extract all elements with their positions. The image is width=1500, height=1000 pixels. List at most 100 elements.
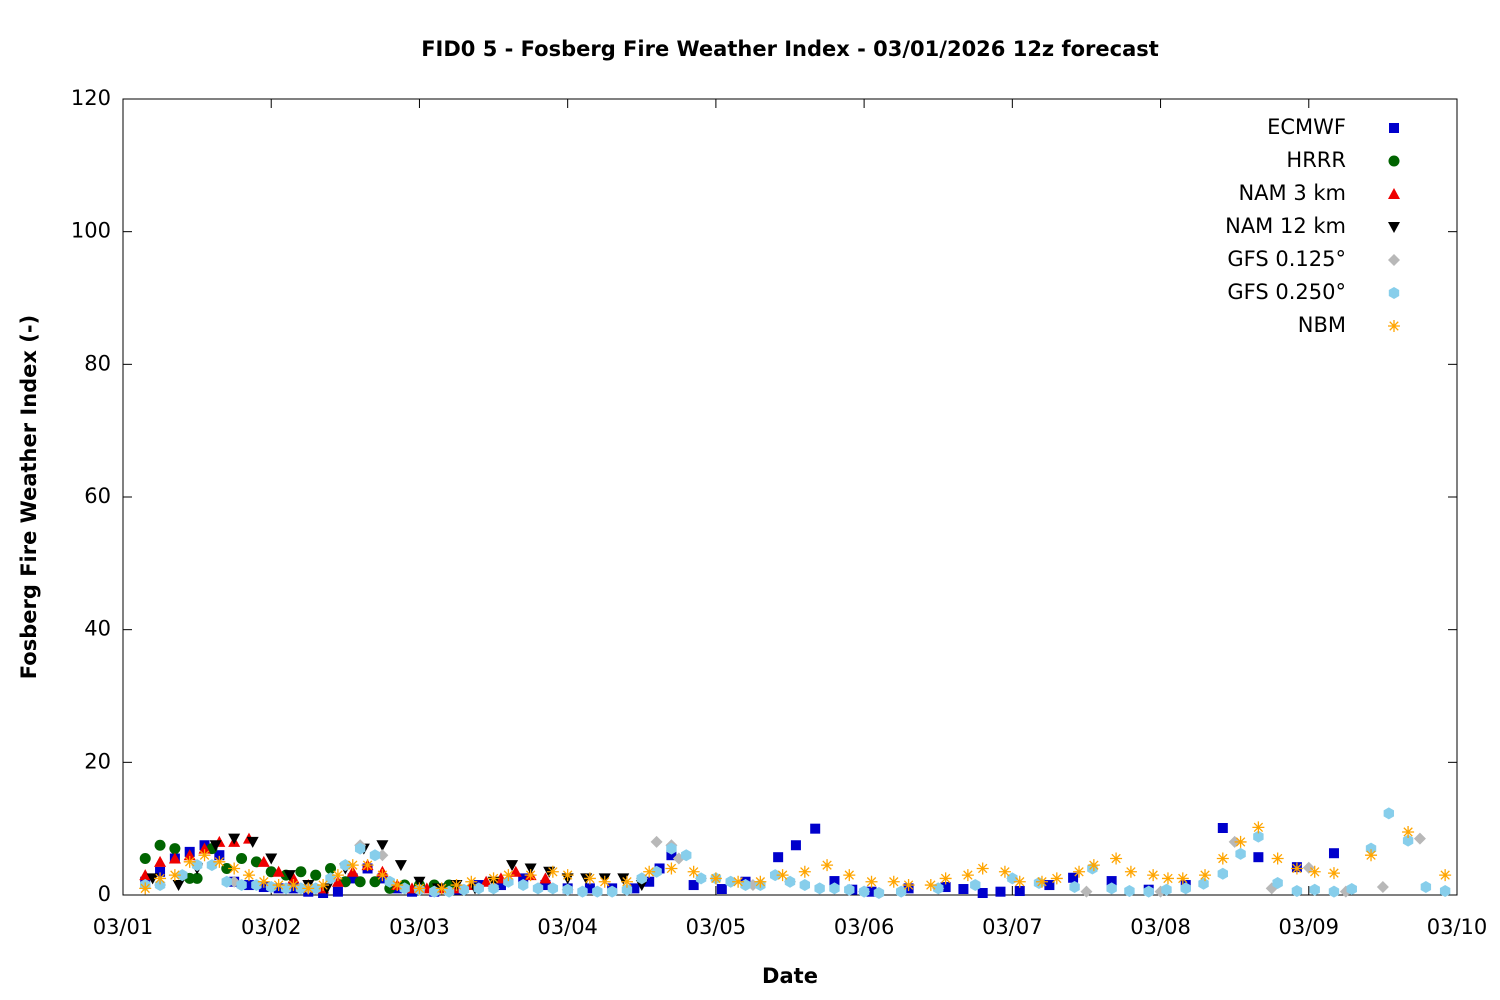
marker-triangle-up [183, 849, 196, 861]
marker-triangle-up [287, 872, 300, 884]
marker-asterisk [620, 875, 633, 888]
marker-triangle-up [257, 855, 270, 867]
marker-asterisk [887, 875, 900, 888]
marker-hexagon [154, 879, 166, 892]
marker-triangle-up [346, 865, 359, 877]
marker-hexagon [592, 885, 603, 898]
marker-asterisk [465, 875, 478, 888]
marker-triangle-down [246, 836, 259, 848]
marker-triangle-down [524, 863, 537, 875]
marker-circle [169, 843, 181, 855]
marker-circle [354, 876, 366, 888]
marker-asterisk [776, 869, 789, 882]
x-tick-label: 03/05 [686, 915, 747, 939]
marker-asterisk [754, 875, 767, 888]
marker-hexagon [844, 883, 855, 896]
marker-hexagon [666, 842, 677, 855]
marker-square [1217, 823, 1228, 834]
marker-hexagon [562, 883, 573, 896]
marker-asterisk [583, 872, 596, 885]
marker-asterisk [546, 865, 559, 878]
marker-triangle-up [168, 852, 181, 864]
marker-asterisk [450, 879, 463, 892]
legend-marker [1388, 155, 1400, 167]
marker-hexagon [1143, 885, 1154, 898]
marker-asterisk [272, 879, 285, 892]
marker-hexagon [369, 849, 381, 862]
marker-triangle-down [172, 880, 185, 892]
marker-hexagon [1291, 885, 1303, 898]
marker-hexagon [1346, 883, 1357, 896]
y-tick-label: 80 [84, 351, 111, 375]
marker-hexagon [354, 842, 366, 855]
marker-asterisk [1124, 865, 1137, 878]
legend-label: HRRR [1286, 148, 1346, 172]
marker-triangle-down [283, 870, 296, 882]
marker-hexagon [799, 879, 811, 892]
marker-asterisk [139, 882, 152, 895]
marker-square [629, 883, 640, 894]
marker-hexagon [518, 879, 529, 892]
marker-triangle-down [635, 880, 648, 892]
marker-asterisk [1073, 865, 1086, 878]
marker-hexagon [503, 875, 514, 888]
marker-diamond [1302, 861, 1315, 874]
marker-asterisk [317, 879, 330, 892]
marker-asterisk [524, 869, 537, 882]
marker-hexagon [725, 875, 736, 888]
marker-asterisk [998, 865, 1011, 878]
marker-hexagon [1272, 877, 1283, 890]
marker-asterisk [242, 869, 255, 882]
marker-asterisk [302, 882, 315, 895]
marker-hexagon [473, 882, 484, 895]
marker-triangle-up [331, 875, 344, 887]
marker-hexagon [1106, 882, 1117, 895]
marker-asterisk [1271, 852, 1284, 865]
legend-marker [1388, 254, 1400, 266]
marker-asterisk [376, 869, 389, 882]
marker-circle [139, 853, 151, 865]
marker-asterisk [643, 865, 656, 878]
marker-square [214, 850, 225, 861]
marker-hexagon [532, 882, 544, 895]
marker-asterisk [183, 855, 196, 868]
marker-hexagon [547, 882, 559, 895]
marker-hexagon [236, 879, 247, 892]
marker-square [243, 880, 254, 891]
y-tick-label: 20 [84, 749, 111, 773]
marker-hexagon [695, 872, 707, 885]
marker-hexagon [636, 872, 647, 885]
marker-asterisk [346, 859, 359, 872]
marker-triangle-up [154, 855, 167, 867]
marker-hexagon [177, 869, 188, 882]
marker-asterisk [1308, 865, 1321, 878]
marker-asterisk [821, 859, 834, 872]
marker-asterisk [413, 882, 426, 895]
legend-label: NAM 12 km [1225, 214, 1346, 238]
marker-hexagon [1383, 807, 1395, 820]
marker-hexagon [1309, 883, 1320, 896]
marker-square [810, 823, 821, 834]
marker-asterisk [1110, 852, 1123, 865]
marker-hexagon [1253, 830, 1264, 843]
marker-hexagon [1198, 877, 1209, 890]
x-tick-label: 03/04 [537, 915, 598, 939]
marker-hexagon [1180, 882, 1191, 895]
marker-square [940, 882, 951, 893]
marker-hexagon [606, 885, 618, 898]
marker-triangle-up [139, 869, 152, 881]
marker-asterisk [865, 875, 878, 888]
marker-asterisk [1216, 852, 1229, 865]
marker-square [688, 880, 699, 891]
marker-asterisk [168, 869, 181, 882]
marker-triangle-up [480, 875, 493, 887]
marker-hexagon [858, 885, 870, 898]
marker-triangle-down [413, 876, 426, 888]
marker-hexagon [651, 865, 662, 878]
marker-circle [191, 872, 203, 884]
marker-triangle-down [506, 860, 519, 872]
marker-circle [295, 866, 307, 878]
marker-square [1253, 852, 1264, 863]
marker-asterisk [598, 875, 611, 888]
marker-triangle-up [509, 865, 522, 877]
